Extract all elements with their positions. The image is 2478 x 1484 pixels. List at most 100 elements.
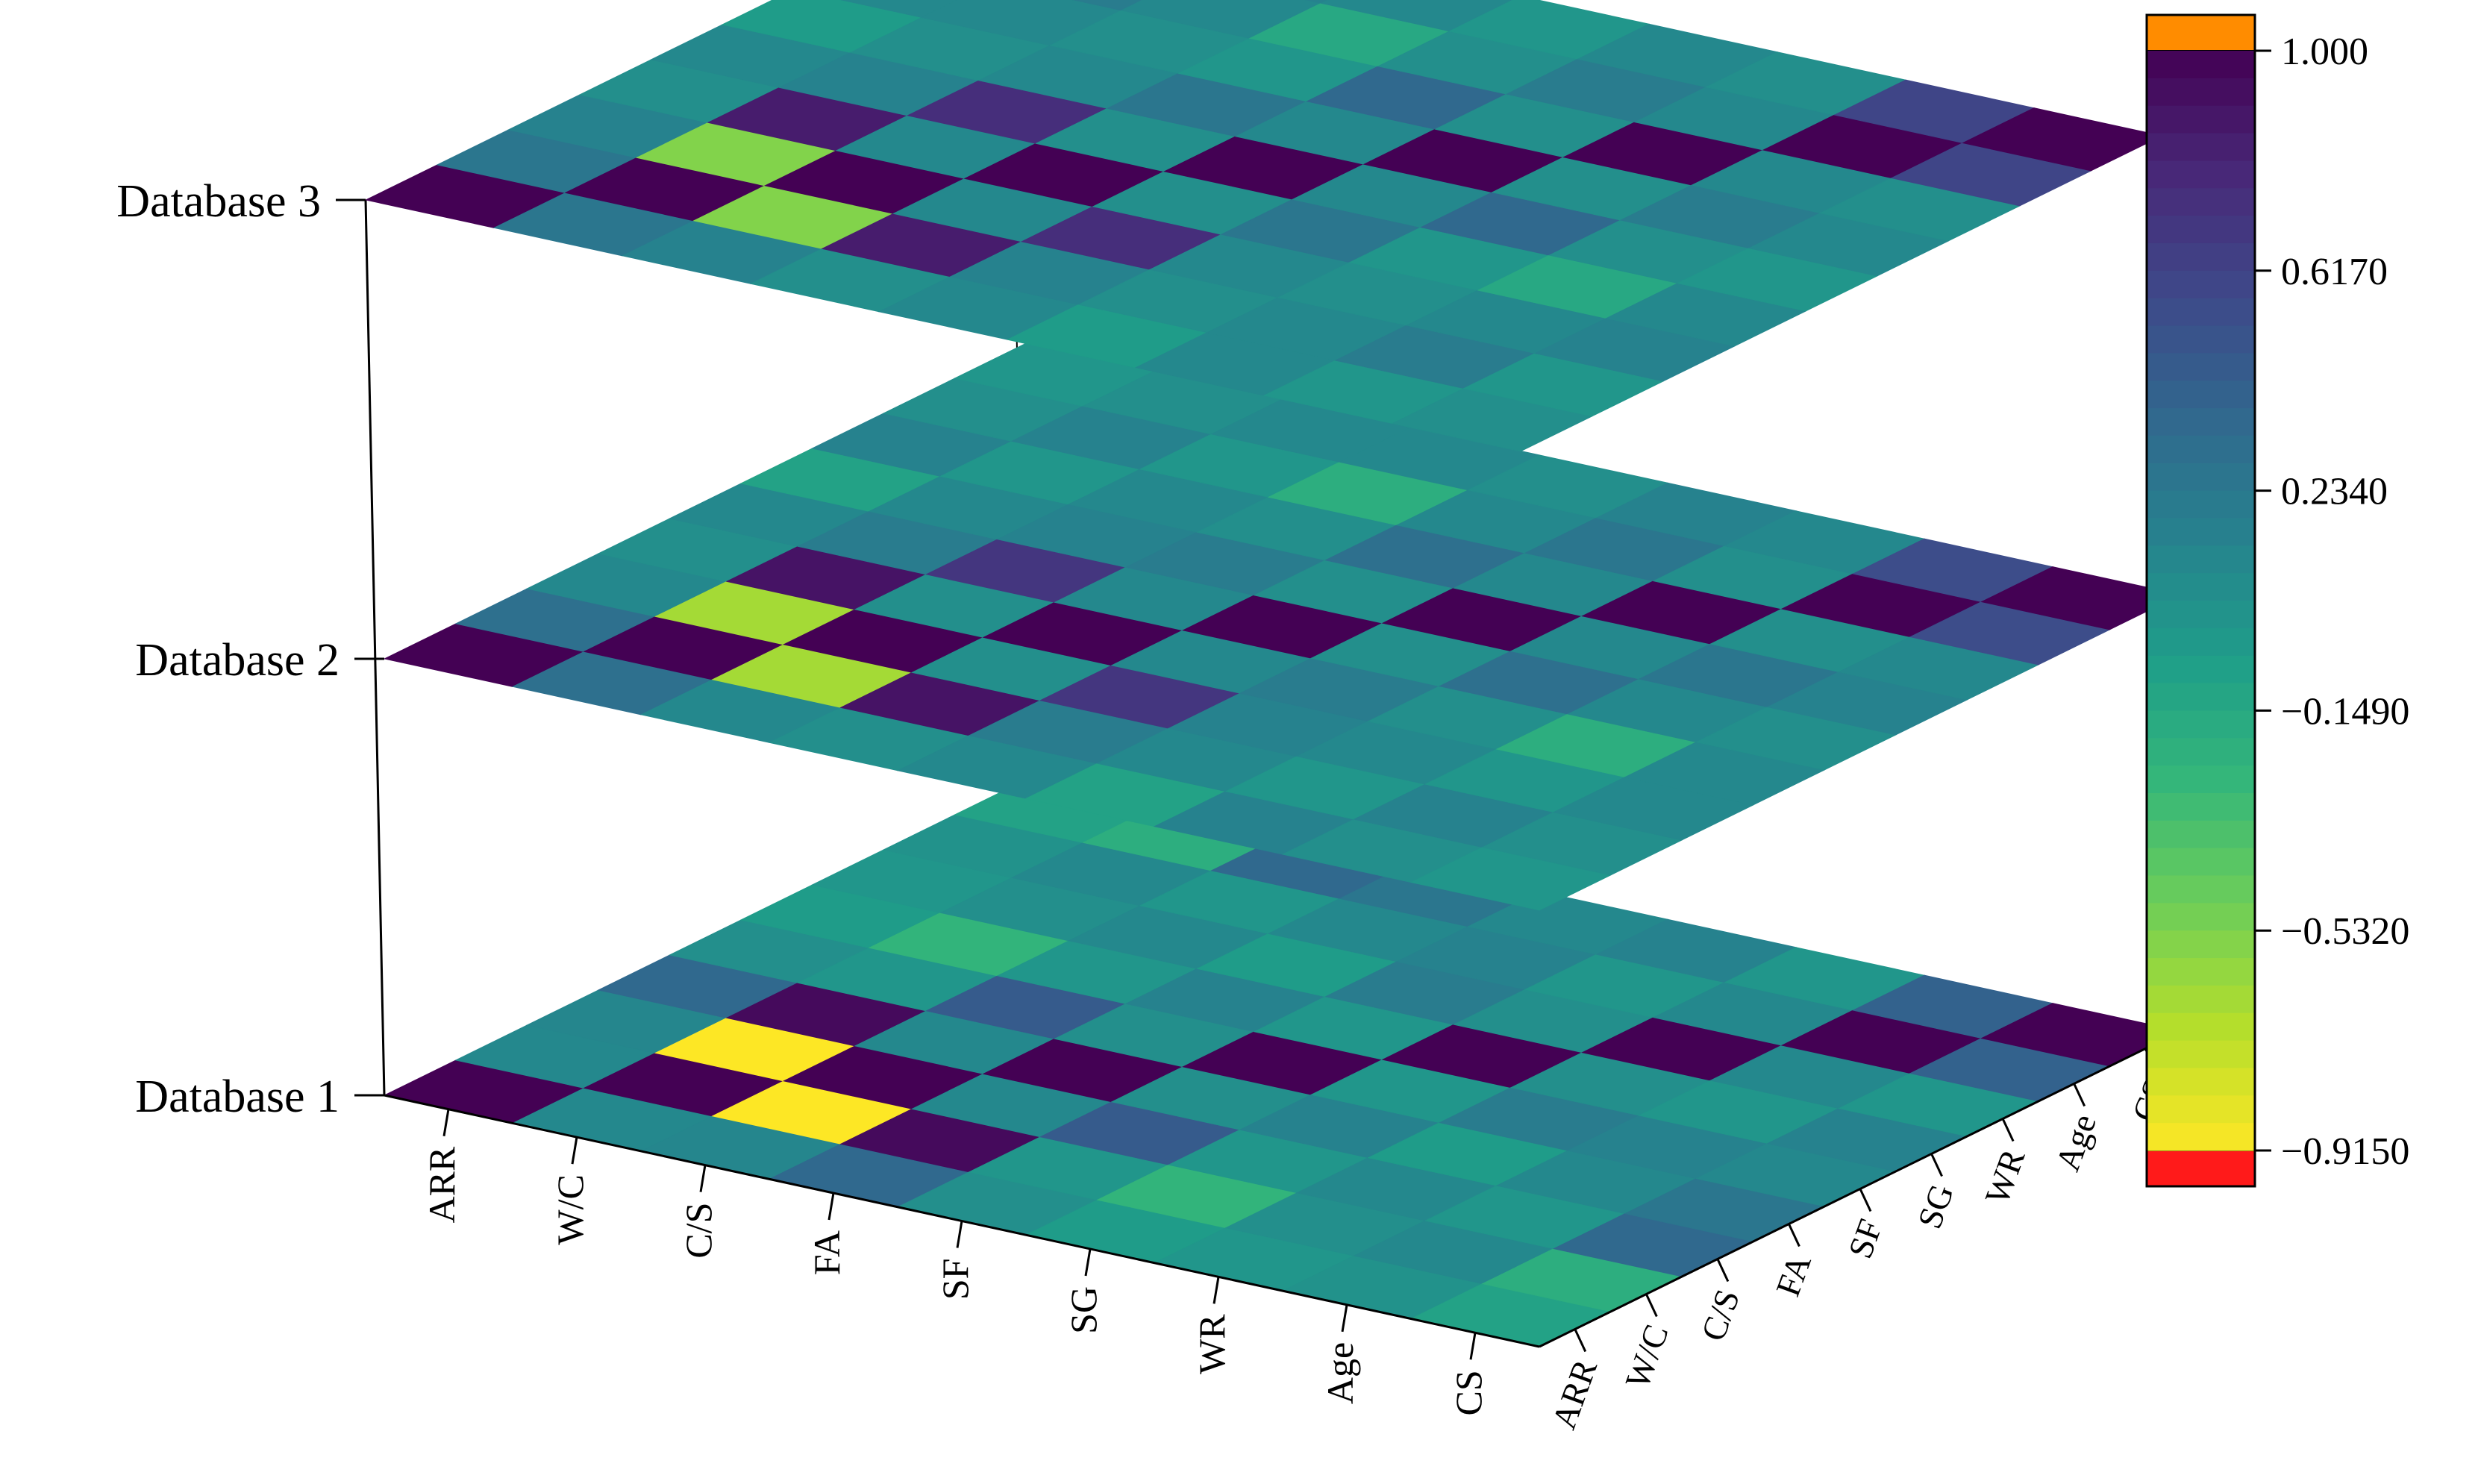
colorbar-step [2147,792,2255,821]
x-tick-label: Age [1319,1342,1361,1404]
x-tick-label: C/S [678,1203,719,1259]
colorbar-step [2147,601,2255,629]
front-axis-line [384,1094,1540,1348]
colorbar-border [2145,13,2256,1188]
colorbar-step [2147,766,2255,794]
y-tick [2001,1118,2015,1142]
y-tick [1716,1258,1730,1283]
colorbar-step [2147,1068,2255,1096]
x-tick-label: CS [1448,1370,1489,1415]
layer-label: Database 3 [116,176,321,227]
colorbar-step [2147,270,2255,299]
x-tick-label: ARR [421,1146,463,1223]
colorbar: 1.000 0.6170 0.2340 −0.1490 −0.5320 −0.9150 [2145,13,2409,1188]
axis-ticks [384,1030,2182,1360]
y-tick [1574,1328,1587,1353]
colorbar-step [2147,655,2255,684]
left-vertical-edge [364,199,386,1096]
colorbar-step [2147,985,2255,1014]
layer-labels: Database 1 Database 2 Database 3 [116,176,384,1122]
colorbar-tick-label: −0.9150 [2281,1130,2409,1173]
y-tick-label: Age [2048,1109,2103,1175]
colorbar-step [2147,51,2255,79]
colorbar-step [2147,133,2255,161]
colorbar-step [2147,875,2255,904]
colorbar-step [2147,242,2255,272]
y-tick [1859,1188,1872,1212]
y-tick [1930,1153,1943,1177]
colorbar-step [2147,298,2255,327]
colorbar-step [2147,325,2255,354]
colorbar-step [2147,545,2255,574]
x-tick [699,1165,707,1192]
colorbar-step [2147,518,2255,546]
colorbar-step [2147,683,2255,711]
heatmap-layer-1 [383,779,2183,1347]
colorbar-step [2147,1123,2255,1151]
colorbar-step [2147,78,2255,107]
right-axis-line [1539,1030,2182,1348]
x-tick-label: W/C [549,1174,591,1245]
x-tick-label: FA [806,1230,848,1275]
x-tick-label: SG [1063,1286,1104,1334]
x-tick [956,1221,963,1248]
x-tick [442,1109,450,1136]
heatmap-layer-3 [364,0,2164,452]
colorbar-step [2147,408,2255,436]
colorbar-step [2147,435,2255,464]
y-tick-label: ARR [1545,1354,1604,1434]
colorbar-step [2147,463,2255,492]
colorbar-tick-label: 0.2340 [2281,471,2388,513]
colorbar-step [2147,710,2255,739]
y-tick-label: C/S [1694,1284,1748,1345]
colorbar-tick-label: −0.5320 [2281,910,2409,953]
heatmap-layers [364,0,2183,1347]
x-tick [571,1136,578,1165]
colorbar-step [2147,573,2255,601]
x-tick-label: SF [934,1259,976,1300]
y-tick [1645,1293,1658,1318]
layer-label: Database 1 [135,1071,340,1122]
colorbar-step [2147,1040,2255,1069]
y-tick [1788,1223,1800,1247]
colorbar-step [2147,1012,2255,1042]
colorbar-step [2147,958,2255,986]
layer-label: Database 2 [135,635,340,686]
y-tick-label: SG [1910,1179,1961,1233]
y-tick [2073,1083,2086,1107]
x-tick [1213,1277,1220,1304]
colorbar-step [2147,930,2255,959]
colorbar-tick-label: 1.000 [2281,31,2368,73]
colorbar-step [2147,105,2255,134]
x-tick [1341,1304,1348,1333]
x-tick [1084,1248,1092,1277]
colorbar-step [2147,160,2255,189]
colorbar-step [2147,353,2255,381]
colorbar-step [2147,381,2255,409]
colorbar-step [2147,627,2255,657]
colorbar-tick-label: 0.6170 [2281,251,2388,293]
colorbar-step [2147,738,2255,766]
y-tick-label: SF [1841,1214,1889,1263]
heatmap-cell [839,0,958,18]
colorbar-step [2147,490,2255,519]
colorbar-step [2147,820,2255,849]
y-tick-label: WR [1977,1144,2032,1209]
heatmap-cell [1072,0,1144,11]
colorbar-tick-label: −0.1490 [2281,690,2409,733]
colorbar-step [2147,848,2255,877]
y-tick-label: FA [1768,1249,1818,1300]
colorbar-step [2147,1095,2255,1124]
colorbar-step [2147,188,2255,216]
x-tick [827,1192,835,1221]
x-tick [1469,1333,1477,1360]
x-tick-label: WR [1191,1314,1233,1374]
colorbar-step [2147,216,2255,244]
colorbar-under-cap [2146,1150,2256,1187]
y-tick-label: W/C [1618,1319,1676,1393]
colorbar-step [2147,903,2255,931]
colorbar-over-cap [2146,14,2256,51]
heatmap-layer-2 [383,342,2183,911]
